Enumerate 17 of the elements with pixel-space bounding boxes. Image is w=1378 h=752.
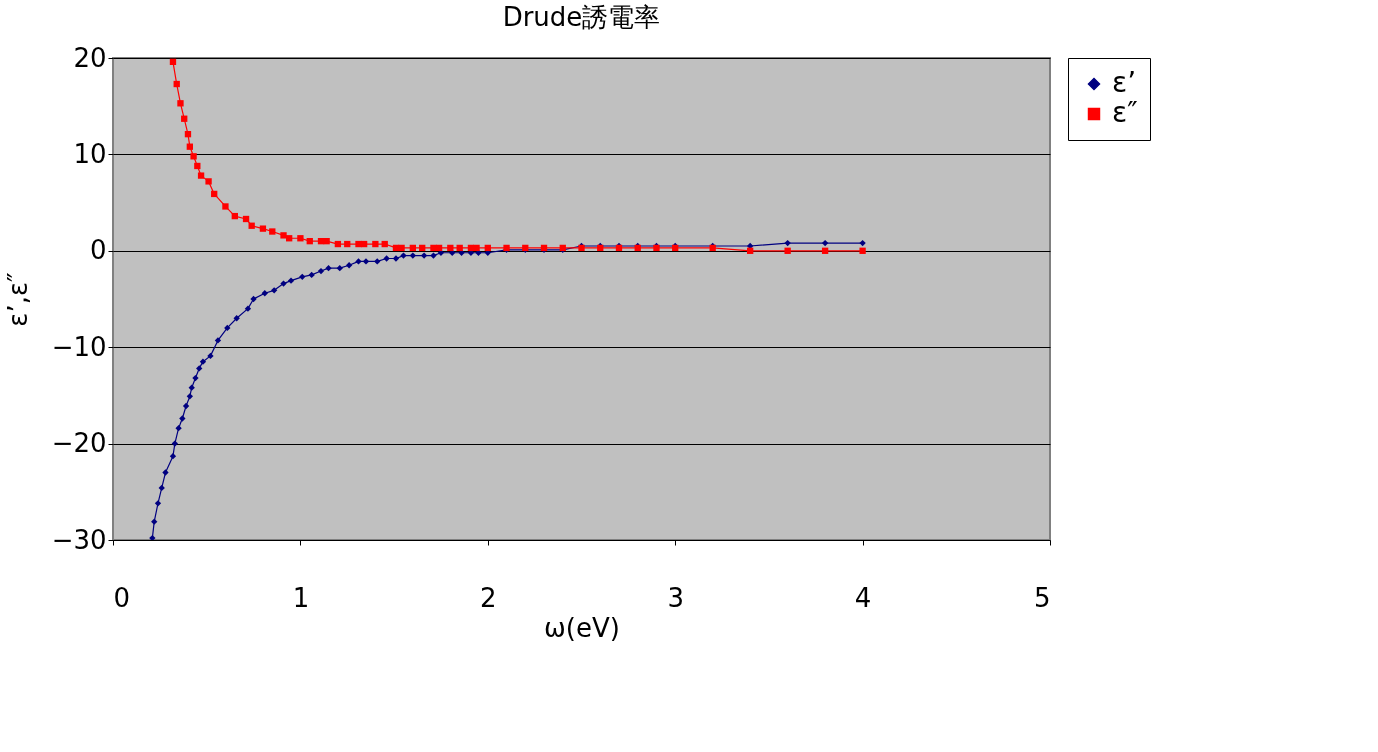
y-tick-label: 10 bbox=[73, 138, 107, 169]
legend-label: ε’ bbox=[1112, 66, 1137, 99]
x-axis-title: ω(eV) bbox=[544, 612, 620, 643]
y-tick-label: −30 bbox=[51, 524, 107, 555]
y-tick-label: 0 bbox=[89, 235, 107, 266]
x-tick-label: 2 bbox=[480, 582, 497, 613]
legend-label: ε″ bbox=[1112, 96, 1138, 129]
y-tick-label: −20 bbox=[51, 428, 107, 459]
x-tick-label: 5 bbox=[1033, 582, 1051, 613]
y-axis-title: ε’,ε″ bbox=[2, 272, 33, 327]
chart-title: Drude誘電率 bbox=[502, 2, 661, 32]
y-tick-label: 20 bbox=[73, 42, 107, 73]
x-tick-label: 4 bbox=[854, 582, 872, 613]
x-tick-label: 1 bbox=[292, 582, 310, 613]
x-tick-label: 3 bbox=[667, 582, 684, 613]
x-tick-label: 0 bbox=[113, 582, 131, 613]
y-tick-label: −10 bbox=[51, 331, 107, 362]
